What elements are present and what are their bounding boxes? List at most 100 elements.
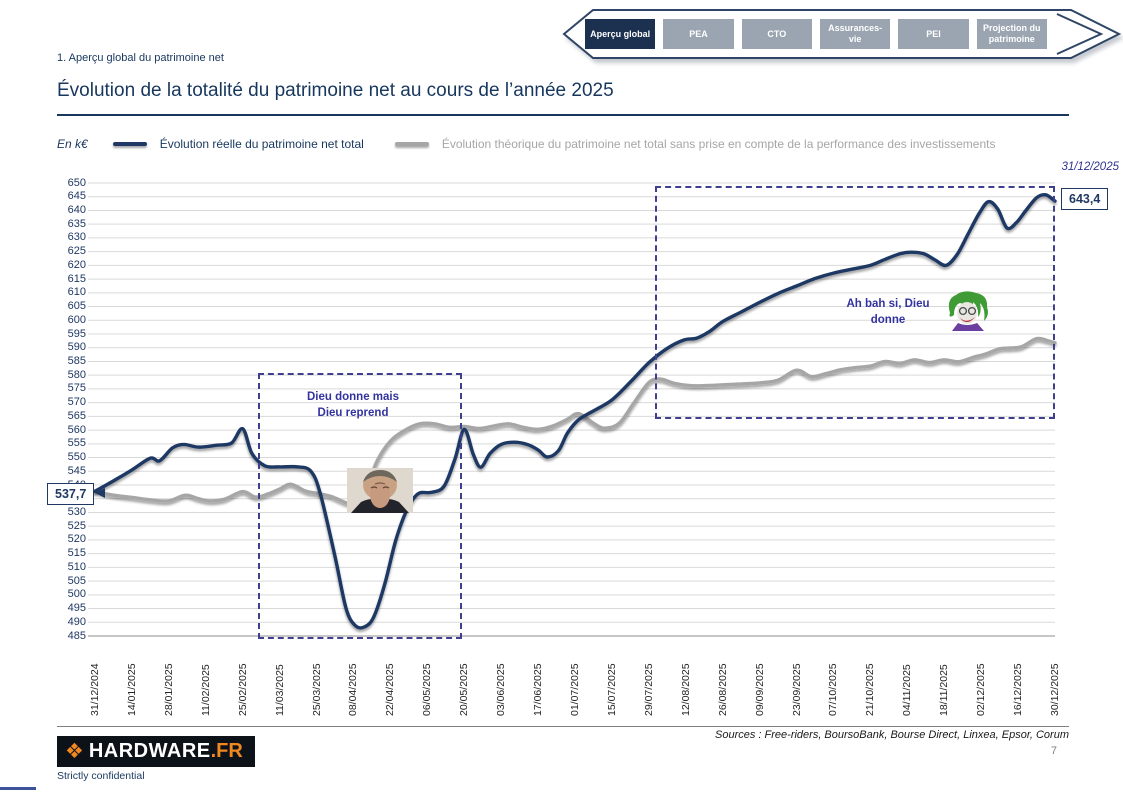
y-tick-label: 545 bbox=[67, 464, 86, 477]
x-tick-label: 16/12/2025 bbox=[1012, 663, 1025, 716]
y-tick-label: 575 bbox=[67, 382, 86, 395]
logo-text-suffix: .FR bbox=[210, 740, 243, 762]
y-tick-label: 485 bbox=[67, 629, 86, 642]
x-tick-label: 06/05/2025 bbox=[421, 663, 434, 716]
corner-accent-line bbox=[0, 787, 36, 790]
x-tick-label: 15/07/2025 bbox=[605, 663, 618, 716]
x-tick-label: 07/10/2025 bbox=[827, 663, 840, 716]
x-tick-label: 01/07/2025 bbox=[569, 663, 581, 716]
y-tick-label: 495 bbox=[67, 602, 86, 615]
x-tick-label: 08/04/2025 bbox=[347, 663, 360, 716]
y-tick-label: 525 bbox=[67, 519, 86, 532]
start-arrow-icon bbox=[95, 488, 105, 498]
start-value-badge: 537,7 bbox=[47, 483, 95, 505]
y-tick-label: 595 bbox=[67, 327, 86, 340]
x-tick-label: 23/09/2025 bbox=[790, 663, 803, 716]
series2-legend-label: Évolution théorique du patrimoine net to… bbox=[441, 137, 996, 151]
series2-swatch-icon bbox=[394, 142, 429, 146]
series2-theoretical-line bbox=[93, 336, 1057, 508]
y-axis-labels: 4854904955005055105155205255305355405455… bbox=[0, 177, 86, 642]
end-value-badge: 643,4 bbox=[1061, 188, 1109, 210]
x-tick-label: 26/08/2025 bbox=[716, 663, 729, 716]
y-tick-label: 630 bbox=[67, 231, 86, 244]
y-tick-label: 610 bbox=[67, 286, 86, 299]
y-tick-label: 560 bbox=[67, 423, 86, 436]
y-tick-label: 530 bbox=[67, 505, 86, 518]
annotation-recovery-text: Ah bah si, Dieu donne bbox=[846, 298, 930, 326]
y-tick-label: 625 bbox=[67, 245, 86, 258]
x-tick-label: 03/06/2025 bbox=[495, 663, 508, 716]
y-tick-label: 510 bbox=[67, 560, 86, 573]
tab-projection-du-patrimoine[interactable]: Projection du patrimoine bbox=[976, 19, 1047, 49]
series1-legend-label: Évolution réelle du patrimoine net total bbox=[159, 137, 364, 151]
y-tick-label: 585 bbox=[67, 354, 86, 367]
sources-note: Sources : Free-riders, BoursoBank, Bours… bbox=[715, 729, 1069, 741]
y-tick-label: 490 bbox=[67, 615, 86, 628]
page-title: Évolution de la totalité du patrimoine n… bbox=[57, 80, 614, 101]
y-tick-label: 580 bbox=[67, 368, 86, 381]
x-tick-label: 25/02/2025 bbox=[236, 663, 249, 716]
y-tick-label: 550 bbox=[67, 451, 86, 464]
section-nav-banner: Aperçu global PEA CTO Assurances-vie PEI Proj… bbox=[559, 9, 1123, 59]
chart-canvas bbox=[88, 182, 1057, 637]
x-tick-label: 11/02/2025 bbox=[199, 664, 212, 716]
y-tick-label: 645 bbox=[67, 190, 86, 203]
tab-pea[interactable]: PEA bbox=[663, 19, 734, 49]
y-tick-label: 505 bbox=[67, 574, 86, 587]
x-tick-label: 28/01/2025 bbox=[162, 663, 175, 716]
x-tick-label: 02/12/2025 bbox=[975, 663, 988, 716]
y-tick-label: 565 bbox=[67, 409, 86, 422]
y-tick-label: 600 bbox=[67, 313, 86, 326]
tab-cto[interactable]: CTO bbox=[741, 19, 812, 49]
y-axis-unit: En k€ bbox=[57, 137, 88, 151]
confidentiality-note: Strictly confidential bbox=[57, 770, 145, 782]
y-tick-label: 605 bbox=[67, 300, 86, 313]
y-tick-label: 635 bbox=[67, 217, 86, 230]
y-tick-label: 620 bbox=[67, 258, 86, 271]
footer-divider bbox=[57, 726, 1069, 727]
x-tick-label: 18/11/2025 bbox=[938, 664, 951, 716]
tab-aper-u-global[interactable]: Aperçu global bbox=[585, 19, 656, 49]
annotation-box-drawdown bbox=[258, 373, 462, 639]
nav-tabs: Aperçu global PEA CTO Assurances-vie PEI Proj… bbox=[585, 19, 1047, 49]
x-tick-label: 14/01/2025 bbox=[125, 663, 138, 716]
y-tick-label: 590 bbox=[67, 341, 86, 354]
horizontal-gridlines bbox=[88, 182, 1055, 637]
y-tick-label: 650 bbox=[67, 176, 86, 189]
y-tick-label: 555 bbox=[67, 437, 86, 450]
y-tick-label: 640 bbox=[67, 203, 86, 216]
y-tick-label: 570 bbox=[67, 396, 86, 409]
annotation-drawdown-text: Dieu donne mais Dieu reprend bbox=[306, 391, 400, 419]
joker-meme-photo bbox=[946, 291, 990, 331]
tab-assurances-vie[interactable]: Assurances-vie bbox=[819, 19, 891, 49]
title-divider bbox=[57, 114, 1069, 116]
breadcrumb: 1. Aperçu global du patrimoine net bbox=[57, 52, 224, 64]
annotation-box-recovery bbox=[655, 186, 1055, 419]
logo-text-main: HARDWARE bbox=[88, 740, 211, 762]
hardware-fr-diamond-icon: ❖ bbox=[65, 740, 84, 763]
x-tick-label: 09/09/2025 bbox=[753, 663, 766, 716]
series1-swatch-icon bbox=[112, 142, 147, 146]
series1-real-line bbox=[93, 192, 1057, 630]
x-tick-label: 04/11/2025 bbox=[901, 664, 914, 716]
hardware-fr-logo: ❖ HARDWARE .FR bbox=[57, 736, 255, 767]
page-number: 7 bbox=[1050, 745, 1057, 757]
end-date-label: 31/12/2025 bbox=[1061, 161, 1119, 173]
tab-pei[interactable]: PEI bbox=[898, 19, 969, 49]
x-tick-label: 20/05/2025 bbox=[458, 663, 471, 716]
y-tick-label: 520 bbox=[67, 533, 86, 546]
y-tick-label: 500 bbox=[67, 588, 86, 601]
x-tick-label: 12/08/2025 bbox=[679, 663, 692, 716]
x-tick-label: 17/06/2025 bbox=[532, 663, 545, 716]
x-tick-label: 30/12/2025 bbox=[1049, 663, 1061, 716]
banner-chevron-icon bbox=[1056, 13, 1104, 55]
line-chart-plot bbox=[88, 182, 1057, 637]
x-tick-label: 21/10/2025 bbox=[864, 663, 877, 716]
man-facepalm-photo bbox=[347, 468, 413, 513]
x-tick-label: 11/03/2025 bbox=[273, 664, 286, 716]
chart-legend: En k€ Évolution réelle du patrimoine net… bbox=[57, 137, 995, 151]
x-tick-label: 25/03/2025 bbox=[310, 663, 323, 716]
y-tick-label: 515 bbox=[67, 547, 86, 560]
x-tick-label: 22/04/2025 bbox=[384, 663, 397, 716]
